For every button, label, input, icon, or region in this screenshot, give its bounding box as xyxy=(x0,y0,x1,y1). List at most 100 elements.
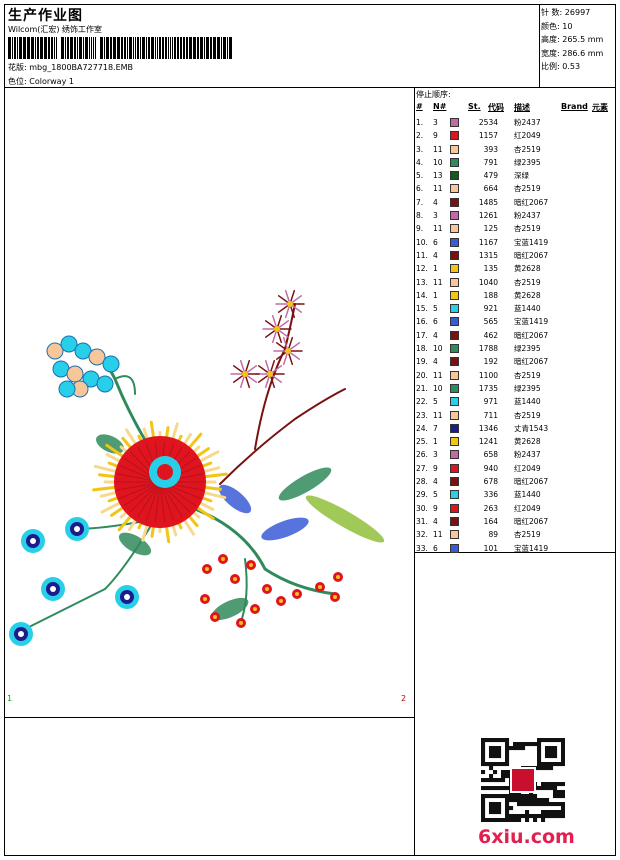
stat-width: 宽度: 286.6 mm xyxy=(541,48,604,58)
stop-needle: 11 xyxy=(433,277,443,287)
stop-index: 11. xyxy=(416,250,428,260)
stop-description: 暗红2067 xyxy=(514,357,549,367)
stop-needle: 4 xyxy=(433,357,438,367)
stop-index: 1. xyxy=(416,118,424,127)
stop-index: 18. xyxy=(416,344,428,354)
stop-description: 黄2628 xyxy=(514,437,541,447)
stop-sequence-list: 1. 3 2534 粉2437 2. 9 1157 红2049 3. 11 393 杏2519 4. 10… xyxy=(416,116,614,555)
stop-needle: 4 xyxy=(433,197,438,207)
color-swatch xyxy=(450,197,459,207)
stop-description: 粉2437 xyxy=(514,118,541,127)
stop-description: 黄2628 xyxy=(514,290,541,300)
stop-row: 33. 6 101 宝蓝1419 xyxy=(416,542,614,555)
stop-needle: 4 xyxy=(433,330,438,340)
stop-needle: 4 xyxy=(433,250,438,260)
color-swatch xyxy=(450,237,459,247)
stop-row: 5. 13 479 深绿 xyxy=(416,169,614,182)
stop-stitches: 791 xyxy=(483,157,498,167)
stop-stitches: 1241 xyxy=(478,437,498,447)
stop-index: 16. xyxy=(416,317,428,327)
stop-row: 21. 10 1735 绿2395 xyxy=(416,382,614,395)
stop-index: 23. xyxy=(416,410,428,420)
stop-stitches: 135 xyxy=(483,264,498,274)
stop-description: 深绿 xyxy=(514,171,529,181)
col-header-index: # xyxy=(416,102,423,111)
stop-needle: 11 xyxy=(433,224,443,234)
stop-row: 3. 11 393 杏2519 xyxy=(416,143,614,156)
color-swatch xyxy=(450,370,459,380)
stop-description: 蓝1440 xyxy=(514,304,541,314)
color-swatch xyxy=(450,383,459,393)
stop-description: 粉2437 xyxy=(514,211,541,221)
stop-description: 暗红2067 xyxy=(514,197,549,207)
color-swatch xyxy=(450,317,459,327)
stop-row: 23. 11 711 杏2519 xyxy=(416,409,614,422)
stop-stitches: 1157 xyxy=(478,131,498,141)
stop-index: 26. xyxy=(416,450,428,460)
stop-needle: 9 xyxy=(433,131,438,141)
stop-index: 5. xyxy=(416,171,424,181)
color-swatch xyxy=(450,490,459,500)
stop-row: 16. 6 565 宝蓝1419 xyxy=(416,315,614,328)
stop-description: 蓝1440 xyxy=(514,490,541,500)
stop-needle: 10 xyxy=(433,157,443,167)
stop-row: 14. 1 188 黄2628 xyxy=(416,289,614,302)
color-swatch xyxy=(450,290,459,300)
color-swatch xyxy=(450,477,459,487)
color-swatch xyxy=(450,211,459,221)
color-swatch xyxy=(450,157,459,167)
stop-needle: 1 xyxy=(433,437,438,447)
stop-index: 20. xyxy=(416,370,428,380)
stop-row: 28. 4 678 暗红2067 xyxy=(416,475,614,488)
stop-stitches: 192 xyxy=(483,357,498,367)
stop-row: 31. 4 164 暗红2067 xyxy=(416,515,614,528)
col-header-needle: N# xyxy=(433,102,447,111)
company-name: Wilcom(汇宏) 绣饰工作室 xyxy=(8,25,103,34)
design-file: mbg_1800BA727718.EMB xyxy=(29,63,134,72)
stop-needle: 11 xyxy=(433,144,443,154)
stop-stitches: 565 xyxy=(483,317,498,327)
panel-divider xyxy=(414,87,415,856)
stop-row: 8. 3 1261 粉2437 xyxy=(416,209,614,222)
stop-row: 24. 7 1346 丈青1543 xyxy=(416,422,614,435)
stop-description: 杏2519 xyxy=(514,530,541,540)
stop-row: 22. 5 971 蓝1440 xyxy=(416,395,614,408)
color-swatch xyxy=(450,184,459,194)
color-swatch xyxy=(450,131,459,141)
color-swatch xyxy=(450,264,459,274)
stop-row: 20. 11 1100 杏2519 xyxy=(416,369,614,382)
stop-index: 15. xyxy=(416,304,428,314)
stop-index: 31. xyxy=(416,516,428,526)
stop-index: 10. xyxy=(416,237,428,247)
stop-row: 9. 11 125 杏2519 xyxy=(416,222,614,235)
stop-row: 18. 10 1788 绿2395 xyxy=(416,342,614,355)
stop-description: 杏2519 xyxy=(514,224,541,234)
stop-stitches: 1346 xyxy=(478,423,498,433)
stop-needle: 11 xyxy=(433,410,443,420)
stop-description: 杏2519 xyxy=(514,277,541,287)
stop-description: 红2049 xyxy=(514,131,541,141)
col-header-element: 元素 xyxy=(592,103,608,112)
color-swatch xyxy=(450,423,459,433)
stop-row: 32. 11 89 杏2519 xyxy=(416,528,614,541)
stop-description: 黄2628 xyxy=(514,264,541,274)
stop-row: 27. 9 940 红2049 xyxy=(416,462,614,475)
stop-index: 33. xyxy=(416,543,428,553)
stop-description: 丈青1543 xyxy=(514,423,549,433)
stop-needle: 3 xyxy=(433,450,438,460)
stop-needle: 5 xyxy=(433,490,438,500)
stop-needle: 3 xyxy=(433,118,438,127)
stop-description: 宝蓝1419 xyxy=(514,237,549,247)
stat-height: 高度: 265.5 mm xyxy=(541,35,604,44)
stop-index: 2. xyxy=(416,131,424,141)
stop-stitches: 101 xyxy=(483,543,498,553)
stop-needle: 10 xyxy=(433,344,443,354)
stop-stitches: 393 xyxy=(483,144,498,154)
stop-needle: 11 xyxy=(433,184,443,194)
color-swatch xyxy=(450,450,459,460)
stop-index: 22. xyxy=(416,397,428,407)
stop-needle: 6 xyxy=(433,543,438,553)
color-swatch xyxy=(450,357,459,367)
stop-row: 15. 5 921 蓝1440 xyxy=(416,302,614,315)
stop-index: 28. xyxy=(416,477,428,487)
